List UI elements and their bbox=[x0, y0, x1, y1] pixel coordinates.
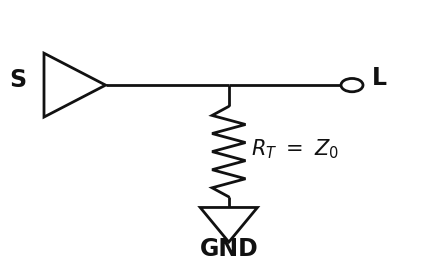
Text: $R_T\ =\ Z_0$: $R_T\ =\ Z_0$ bbox=[251, 137, 339, 161]
Text: L: L bbox=[372, 66, 387, 90]
Text: S: S bbox=[9, 68, 26, 92]
Text: GND: GND bbox=[199, 237, 258, 261]
